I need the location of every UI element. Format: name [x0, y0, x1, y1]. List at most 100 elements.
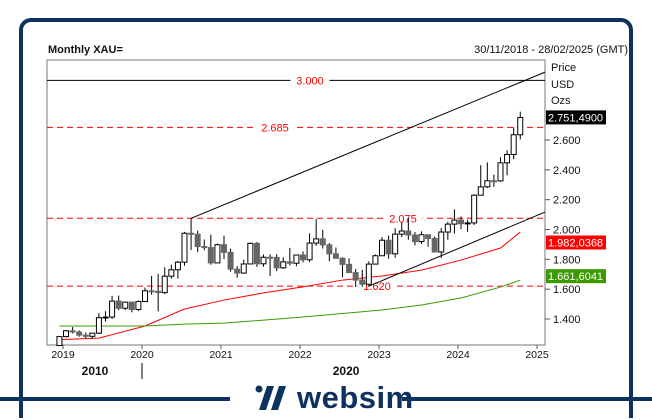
x-tick-label: 2022 — [288, 349, 312, 361]
y-tick-label: 1.800 — [553, 254, 581, 266]
ma-green-value-tag-bg — [546, 269, 606, 284]
axis-header-currency: USD — [551, 79, 574, 91]
level-label-bg — [255, 121, 295, 134]
candle-body — [359, 279, 366, 285]
logo-rule-right — [402, 397, 652, 401]
candle-body — [109, 300, 116, 318]
axis-header-price: Price — [551, 62, 576, 74]
candle-body — [372, 255, 379, 265]
candle-body — [352, 272, 359, 281]
candle-body — [405, 230, 412, 236]
candle-body — [207, 247, 214, 264]
candle-body — [260, 256, 267, 265]
candle-body — [188, 232, 195, 235]
candle-body — [63, 330, 69, 338]
level-label-bg — [290, 74, 330, 87]
candle-body — [174, 261, 181, 271]
candle-body — [240, 263, 247, 274]
candle-body — [181, 232, 188, 263]
x-tick-label: 2019 — [51, 349, 75, 361]
y-tick-label: 2.200 — [553, 195, 581, 207]
candle-body — [227, 251, 234, 270]
x-tick-label: 2021 — [209, 349, 233, 361]
candle-body — [458, 219, 464, 225]
candle-body — [425, 234, 432, 239]
decade-label: 2020 — [333, 364, 360, 378]
candle-body — [300, 254, 306, 261]
candle-body — [504, 153, 511, 164]
candle-body — [267, 256, 274, 259]
date-range: 30/11/2018 - 28/02/2025 (GMT) — [474, 44, 628, 56]
candle-body — [464, 222, 471, 225]
candle-body — [102, 316, 109, 319]
candle-body — [339, 257, 346, 265]
logo-rule-left — [0, 397, 230, 401]
trendline-2 — [368, 211, 546, 287]
candle-body — [379, 239, 385, 257]
level-label: 2.685 — [261, 122, 289, 134]
y-tick-label: 2.600 — [553, 135, 581, 147]
candle-body — [392, 233, 399, 255]
last-price-tag-bg — [546, 110, 606, 125]
ma-red-value-tag-bg — [546, 235, 606, 250]
y-tick-label: 2.400 — [553, 165, 581, 177]
candle-body — [517, 116, 524, 136]
candle-body — [385, 239, 392, 255]
x-tick-label: 2025 — [525, 349, 549, 361]
candle-body — [286, 261, 293, 264]
candle-body — [477, 186, 484, 196]
level-label: 2.075 — [389, 213, 417, 225]
candle-body — [484, 180, 491, 188]
candle-body — [471, 194, 478, 224]
candle-body — [411, 234, 418, 243]
y-tick-label: 1.600 — [553, 284, 581, 296]
axis-header-unit: Ozs — [551, 95, 571, 107]
candle-body — [148, 290, 155, 293]
candle-body — [273, 256, 280, 269]
last-price-tag: 2.751,4900 — [548, 112, 603, 124]
candle-body — [444, 223, 451, 233]
websim-logo-text: websim — [297, 380, 414, 415]
candle-body — [161, 275, 168, 294]
ma-green-value-tag: 1.661,6041 — [548, 271, 603, 283]
candle-body — [95, 317, 102, 334]
candle-body — [398, 230, 405, 235]
level-label: 3.000 — [296, 75, 324, 87]
candle-body — [306, 242, 313, 261]
candle-body — [234, 268, 241, 274]
y-tick-label: 2.000 — [553, 224, 581, 236]
candle-body — [89, 332, 96, 337]
candle-body — [497, 162, 504, 182]
candle-body — [82, 334, 89, 337]
candle-body — [201, 246, 208, 249]
decade-label: 2010 — [82, 364, 109, 378]
x-tick-label: 2020 — [130, 349, 154, 361]
candle-body — [418, 234, 425, 243]
candle-body — [332, 253, 339, 259]
candle-body — [221, 244, 227, 253]
candle-body — [194, 233, 201, 248]
candle-body — [122, 301, 129, 309]
candle-body — [247, 242, 254, 265]
candle-body — [451, 219, 458, 225]
candle-body — [319, 238, 326, 246]
candle-body — [69, 330, 76, 333]
candle-body — [431, 237, 438, 253]
candle-body — [313, 238, 320, 244]
candle-body — [135, 301, 142, 310]
websim-logo: websim — [255, 380, 414, 416]
candle-body — [438, 231, 445, 253]
ma-red-value-tag: 1.982,0368 — [548, 237, 603, 249]
candle-body — [128, 301, 135, 310]
candle-body — [293, 254, 300, 264]
candle-body — [214, 244, 221, 264]
candle-body — [510, 134, 517, 155]
chart-title: Monthly XAU= — [48, 44, 123, 56]
candle-body — [253, 242, 260, 265]
x-tick-label: 2023 — [367, 349, 391, 361]
candle-body — [326, 244, 333, 255]
candle-body — [115, 300, 122, 309]
candle-body — [346, 263, 353, 274]
candle-body — [56, 336, 63, 347]
